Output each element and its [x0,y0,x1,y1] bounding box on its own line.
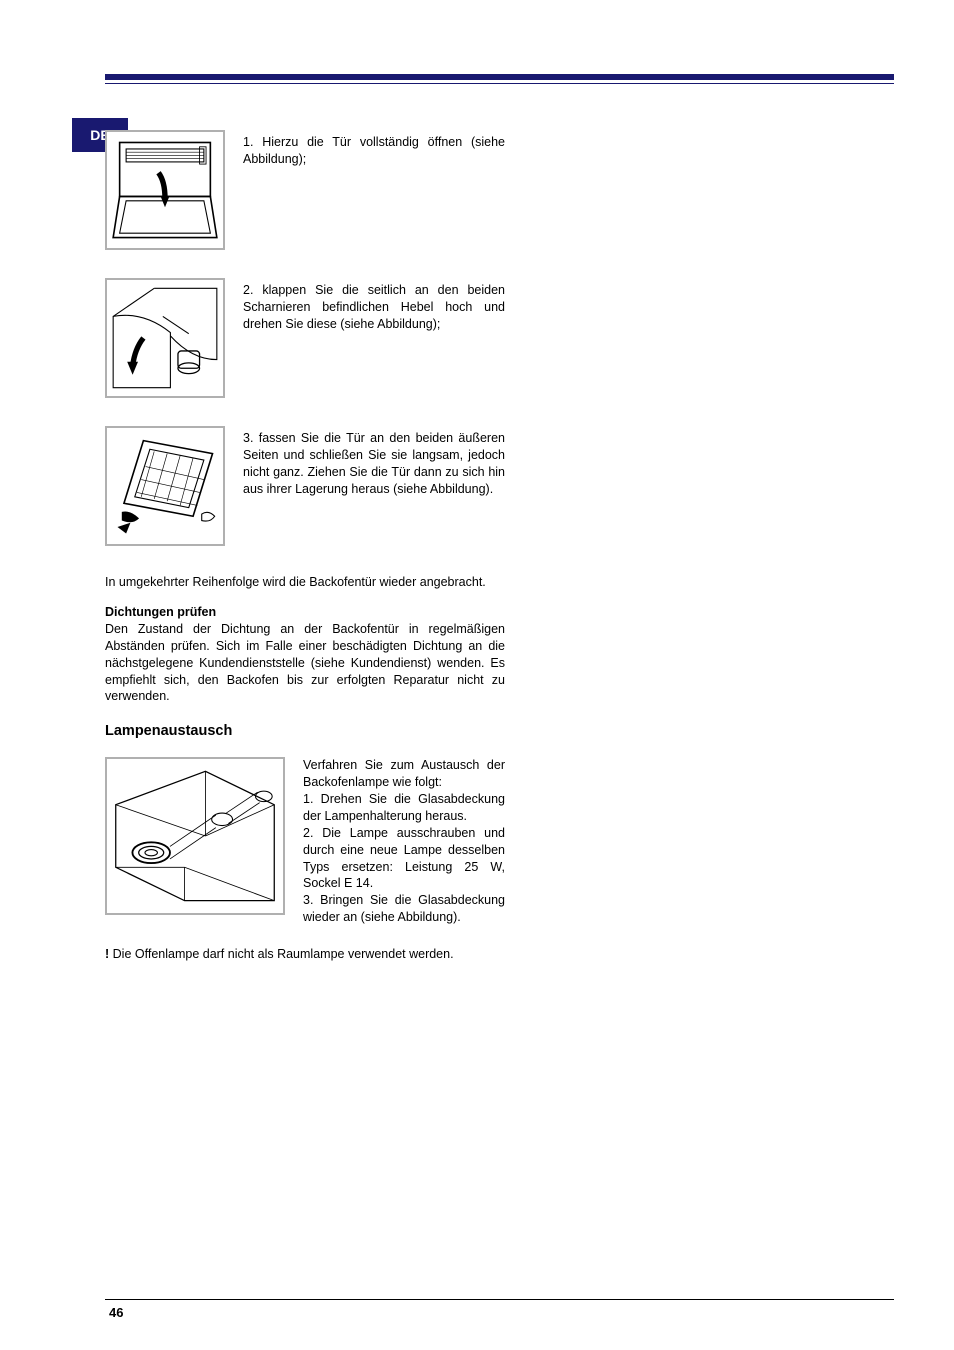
lamp-illustration-frame [105,757,285,915]
lamp-section-heading: Lampenaustausch [105,723,505,739]
step-text-2: 2. klappen Sie die seitlich an den beide… [243,278,505,333]
illustration-frame-2 [105,278,225,398]
header-rule-thick [105,74,894,80]
step-text-3: 3. fassen Sie die Tür an den beiden äuße… [243,426,505,498]
lamp-intro: Verfahren Sie zum Austausch der Backofen… [303,757,505,791]
lamp-step-2: 2. Die Lampe ausschrauben und durch eine… [303,825,505,893]
step-row-2: 2. klappen Sie die seitlich an den beide… [105,278,505,398]
lamp-replacement-illustration [111,763,279,909]
illustration-frame-1 [105,130,225,250]
illustration-frame-3 [105,426,225,546]
lamp-text-block: Verfahren Sie zum Austausch der Backofen… [303,757,505,926]
lamp-step-3: 3. Bringen Sie die Glasabdeckung wieder … [303,892,505,926]
main-content: 1. Hierzu die Tür vollständig öffnen (si… [105,130,505,963]
lamp-row: Verfahren Sie zum Austausch der Backofen… [105,757,505,926]
step-row-3: 3. fassen Sie die Tür an den beiden äuße… [105,426,505,546]
seal-check-body: Den Zustand der Dichtung an der Backofen… [105,621,505,705]
door-removal-illustration [111,432,219,540]
warning-text: Die Offenlampe darf nicht als Raumlampe … [109,947,453,961]
step-text-1: 1. Hierzu die Tür vollständig öffnen (si… [243,130,505,168]
lamp-step-1: 1. Drehen Sie die Glasabdeckung der Lamp… [303,791,505,825]
footer-rule [105,1299,894,1300]
step-row-1: 1. Hierzu die Tür vollständig öffnen (si… [105,130,505,250]
hinge-lever-illustration [111,284,219,392]
oven-door-open-illustration [111,136,219,244]
page-number: 46 [109,1305,123,1320]
reverse-order-note: In umgekehrter Reihenfolge wird die Back… [105,574,505,591]
header-rule-thin [105,83,894,84]
warning-line: ! Die Offenlampe darf nicht als Raumlamp… [105,946,505,963]
seal-check-heading: Dichtungen prüfen [105,605,505,619]
